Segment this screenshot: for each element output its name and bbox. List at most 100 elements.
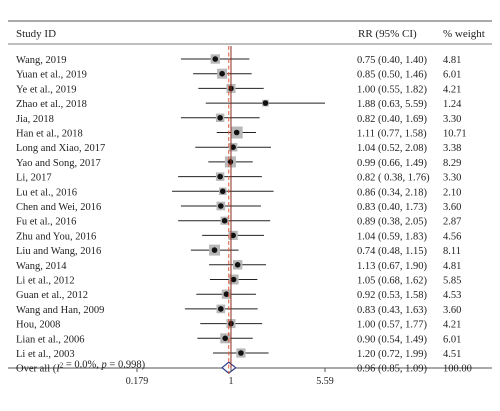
point-estimate	[212, 56, 219, 62]
study-weight: 4.51	[443, 349, 461, 360]
header-weight: % weight	[443, 28, 485, 40]
study-rr-ci: 0.92 (0.53, 1.58)	[357, 290, 427, 301]
point-estimate	[230, 232, 236, 239]
study-weight: 8.11	[443, 246, 461, 257]
x-tick-label: 5.59	[316, 376, 334, 387]
point-estimate	[230, 144, 236, 150]
study-label: Yuan et al., 2019	[16, 70, 87, 81]
study-rr-ci: 1.88 (0.63, 5.59)	[357, 99, 427, 110]
study-label: Wang and Han, 2009	[16, 305, 104, 316]
study-label: Li et al., 2012	[16, 276, 75, 287]
point-estimate	[217, 173, 223, 180]
header-study-id: Study ID	[16, 28, 56, 40]
study-label: Chen and Wei, 2016	[16, 202, 101, 213]
study-weight: 3.30	[443, 173, 461, 184]
study-weight: 4.81	[443, 261, 461, 272]
study-label: Hou, 2008	[16, 320, 60, 331]
study-rr-ci: 1.00 (0.57, 1.77)	[357, 320, 427, 331]
study-label: Liu and Wang, 2016	[16, 246, 101, 257]
study-rr-ci: 1.05 (0.68, 1.62)	[357, 276, 427, 287]
study-label: Zhu and You, 2016	[16, 231, 96, 242]
study-rr-ci: 0.82 ( 0.38, 1.76)	[357, 173, 430, 184]
study-row: Lu et al., 2016 0.86 (0.34, 2.18) 2.10	[16, 187, 461, 198]
study-weight: 4.21	[443, 320, 461, 331]
point-estimate	[262, 100, 269, 106]
study-label: Wang, 2019	[16, 55, 66, 66]
study-label: Li et al., 2003	[16, 349, 75, 360]
study-weight: 4.56	[443, 231, 461, 242]
study-label: Long and Xiao, 2017	[16, 143, 105, 154]
study-rr-ci: 1.13 (0.67, 1.90)	[357, 261, 427, 272]
study-label: Li, 2017	[16, 173, 52, 184]
study-row: Ye et al., 2019 1.00 (0.55, 1.82) 4.21	[16, 83, 461, 95]
study-row: Li et al., 2012 1.05 (0.68, 1.62) 5.85	[16, 274, 461, 287]
study-weight: 2.87	[443, 217, 461, 228]
study-weight: 6.01	[443, 70, 461, 81]
study-label: Lu et al., 2016	[16, 187, 77, 198]
point-estimate	[219, 188, 226, 195]
study-rr-ci: 1.00 (0.55, 1.82)	[357, 84, 427, 95]
study-row: Jia, 2018 0.82 (0.40, 1.69) 3.30	[16, 113, 461, 125]
study-rr-ci: 0.82 (0.40, 1.69)	[357, 114, 427, 125]
point-estimate	[217, 115, 223, 121]
study-row: Zhu and You, 2016 1.04 (0.59, 1.83) 4.56	[16, 230, 461, 242]
study-rows: Wang, 2019 0.75 (0.40, 1.40) 4.81 Yuan et a…	[16, 54, 467, 360]
study-label: Zhao et al., 2018	[16, 99, 87, 110]
study-label: Ye et al., 2019	[16, 84, 76, 95]
study-weight: 4.53	[443, 290, 461, 301]
study-rr-ci: 0.83 (0.43, 1.63)	[357, 305, 427, 316]
study-rr-ci: 0.90 (0.54, 1.49)	[357, 334, 427, 345]
study-weight: 1.24	[443, 99, 462, 110]
study-label: Jia, 2018	[16, 114, 54, 125]
point-estimate	[223, 291, 230, 298]
point-estimate	[233, 129, 240, 136]
study-row: Liu and Wang, 2016 0.74 (0.48, 1.15) 8.11	[16, 244, 461, 257]
point-estimate	[230, 276, 237, 283]
study-rr-ci: 0.74 (0.48, 1.15)	[357, 246, 427, 257]
study-row: Fu et al., 2016 0.89 (0.38, 2.05) 2.87	[16, 216, 461, 228]
study-rr-ci: 0.86 (0.34, 2.18)	[357, 187, 427, 198]
point-estimate	[238, 350, 244, 356]
study-rr-ci: 1.20 (0.72, 1.99)	[357, 349, 427, 360]
study-rr-ci: 0.89 (0.38, 2.05)	[357, 217, 427, 228]
point-estimate	[219, 70, 225, 77]
study-label: Guan et al., 2012	[16, 290, 88, 301]
study-label: Fu et al., 2016	[16, 217, 76, 228]
point-estimate	[222, 335, 229, 342]
study-rr-ci: 1.04 (0.52, 2.08)	[357, 143, 427, 154]
study-weight: 3.60	[443, 305, 461, 316]
study-weight: 10.71	[443, 129, 467, 140]
x-tick-label: 0.179	[126, 376, 149, 387]
study-row: Long and Xiao, 2017 1.04 (0.52, 2.08) 3.38	[16, 142, 461, 154]
study-row: Zhao et al., 2018 1.88 (0.63, 5.59) 1.24	[16, 99, 462, 110]
study-row: Guan et al., 2012 0.92 (0.53, 1.58) 4.53	[16, 289, 461, 301]
study-row: Hou, 2008 1.00 (0.57, 1.77) 4.21	[16, 319, 461, 331]
study-rr-ci: 0.83 (0.40, 1.73)	[357, 202, 427, 213]
overall-row: Over all (I2 = 0.0%, p = 0.998) 0.96 (0.8…	[16, 46, 472, 375]
point-estimate	[218, 203, 224, 209]
x-tick-label: 1	[228, 376, 233, 387]
study-label: Han et al., 2018	[16, 129, 83, 140]
study-weight: 4.81	[443, 55, 461, 66]
study-label: Wang, 2014	[16, 261, 67, 272]
study-row: Wang, 2019 0.75 (0.40, 1.40) 4.81	[16, 54, 461, 66]
study-weight: 2.10	[443, 187, 461, 198]
header-rr-ci: RR (95% CI)	[358, 28, 417, 40]
point-estimate	[211, 247, 218, 253]
study-row: Li, 2017 0.82 ( 0.38, 1.76) 3.30	[16, 172, 461, 184]
study-weight: 3.38	[443, 143, 461, 154]
study-weight: 8.29	[443, 158, 461, 169]
study-rr-ci: 0.75 (0.40, 1.40)	[357, 55, 427, 66]
point-estimate	[218, 306, 224, 312]
overall-weight: 100.00	[443, 364, 472, 375]
study-row: Wang, 2014 1.13 (0.67, 1.90) 4.81	[16, 260, 461, 272]
study-weight: 6.01	[443, 334, 461, 345]
study-row: Lian et al., 2006 0.90 (0.54, 1.49) 6.01	[16, 333, 461, 345]
study-row: Yao and Song, 2017 0.99 (0.66, 1.49) 8.29	[16, 156, 461, 169]
x-axis: 0.179 1 5.59	[126, 368, 334, 387]
study-rr-ci: 0.99 (0.66, 1.49)	[357, 158, 427, 169]
study-weight: 3.30	[443, 114, 461, 125]
point-estimate	[234, 262, 241, 268]
study-weight: 3.60	[443, 202, 461, 213]
